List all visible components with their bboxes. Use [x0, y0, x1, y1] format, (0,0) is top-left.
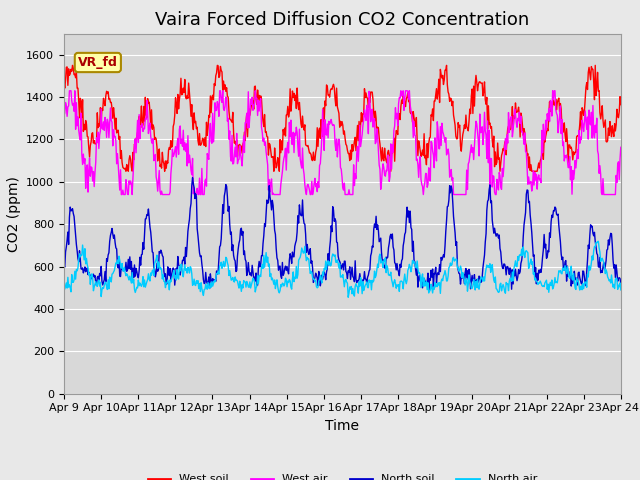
Y-axis label: CO2 (ppm): CO2 (ppm) — [6, 176, 20, 252]
X-axis label: Time: Time — [325, 419, 360, 433]
Title: Vaira Forced Diffusion CO2 Concentration: Vaira Forced Diffusion CO2 Concentration — [156, 11, 529, 29]
Text: VR_fd: VR_fd — [78, 56, 118, 69]
Legend: West soil, West air, North soil, North air: West soil, West air, North soil, North a… — [143, 470, 541, 480]
